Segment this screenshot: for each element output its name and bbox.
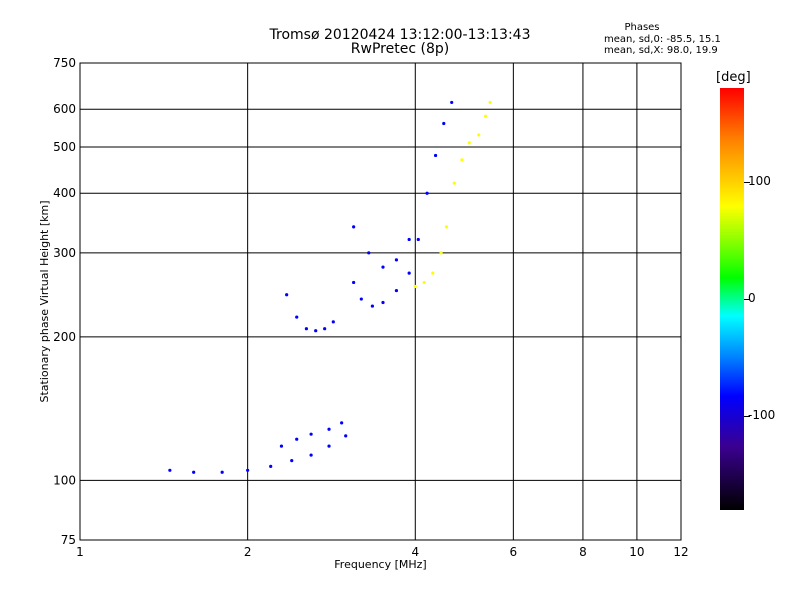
data-point <box>290 459 294 463</box>
data-point <box>450 100 454 105</box>
axes: 1 2 4 6 8 10 1275100200300400500600750Frequenc… <box>38 56 689 571</box>
data-point <box>327 427 331 431</box>
y-tick-label: 500 <box>53 140 76 154</box>
data-point <box>452 181 456 185</box>
chart-title: Tromsø 20120424 13:12:00-13:13:43 <box>269 27 531 43</box>
data-point <box>422 280 426 285</box>
x-tick-label: 6 <box>510 545 518 559</box>
chart-subtitle: RwPretec (8p) <box>350 41 450 57</box>
y-tick-label: 750 <box>53 56 76 70</box>
colorbar-tick-label: 0 <box>748 291 756 305</box>
data-point <box>425 191 429 195</box>
y-tick-label: 400 <box>53 186 76 200</box>
x-tick-label: 4 <box>411 545 419 559</box>
data-point <box>309 432 313 436</box>
colorbar-tick-label: -100 <box>748 408 776 423</box>
y-tick-label: 75 <box>61 533 76 547</box>
colorbar-tick <box>744 416 750 418</box>
data-point <box>488 100 492 105</box>
x-tick-label: 8 <box>579 545 587 559</box>
y-tick-label: 600 <box>53 102 76 116</box>
phases-stat-o-mode: mean, sd,0: -85.5, 15.1 <box>604 34 721 45</box>
data-point <box>279 444 284 448</box>
scatter-points <box>168 100 492 474</box>
data-point <box>352 225 356 229</box>
x-tick-label: 10 <box>629 545 644 559</box>
data-point <box>467 141 471 145</box>
data-point <box>416 237 420 242</box>
data-point <box>433 153 438 158</box>
data-point <box>367 251 371 255</box>
phase-colorbar <box>720 88 744 510</box>
data-point <box>314 329 318 333</box>
data-point <box>220 470 224 474</box>
data-point <box>246 468 250 472</box>
data-point <box>439 251 443 255</box>
data-point <box>413 284 417 289</box>
y-tick-label: 300 <box>53 246 76 260</box>
data-point <box>295 315 299 319</box>
data-point <box>269 464 273 468</box>
plot-frame <box>79 62 682 541</box>
x-tick-label: 2 <box>244 545 252 559</box>
data-point <box>304 327 309 331</box>
data-point <box>340 421 344 425</box>
data-point <box>460 158 464 162</box>
data-point <box>344 434 348 438</box>
x-tick-label: 12 <box>673 545 688 559</box>
x-tick-label: 1 <box>76 545 84 559</box>
data-point <box>309 453 313 457</box>
data-point <box>327 444 331 448</box>
grid-lines <box>80 63 681 540</box>
y-tick-label: 200 <box>53 330 76 344</box>
data-point <box>168 468 172 472</box>
data-point <box>407 237 411 242</box>
data-point <box>323 327 327 331</box>
colorbar-tick <box>744 181 750 183</box>
data-point <box>442 121 446 126</box>
y-tick-label: 100 <box>53 473 76 487</box>
data-point <box>331 320 335 324</box>
data-point <box>359 297 363 301</box>
data-point <box>444 225 449 229</box>
data-point <box>394 288 399 293</box>
phases-title: Phases <box>624 22 660 33</box>
data-point <box>484 114 488 118</box>
data-point <box>295 437 299 441</box>
data-point <box>477 133 481 137</box>
y-axis-label: Stationary phase Virtual Height [km] <box>38 200 51 402</box>
data-point <box>352 280 356 285</box>
data-point <box>381 265 385 269</box>
data-point <box>192 470 196 474</box>
colorbar-tick <box>744 299 750 300</box>
data-point <box>381 300 385 305</box>
data-point <box>407 271 411 275</box>
data-point <box>285 293 289 297</box>
x-axis-label: Frequency [MHz] <box>334 558 426 571</box>
colorbar-tick-label: 100 <box>748 173 771 188</box>
data-point <box>370 304 374 308</box>
phases-stat-x-mode: mean, sd,X: 98.0, 19.9 <box>604 45 718 56</box>
data-point <box>431 271 435 275</box>
data-point <box>394 258 399 262</box>
colorbar-title: [deg] <box>716 70 751 85</box>
